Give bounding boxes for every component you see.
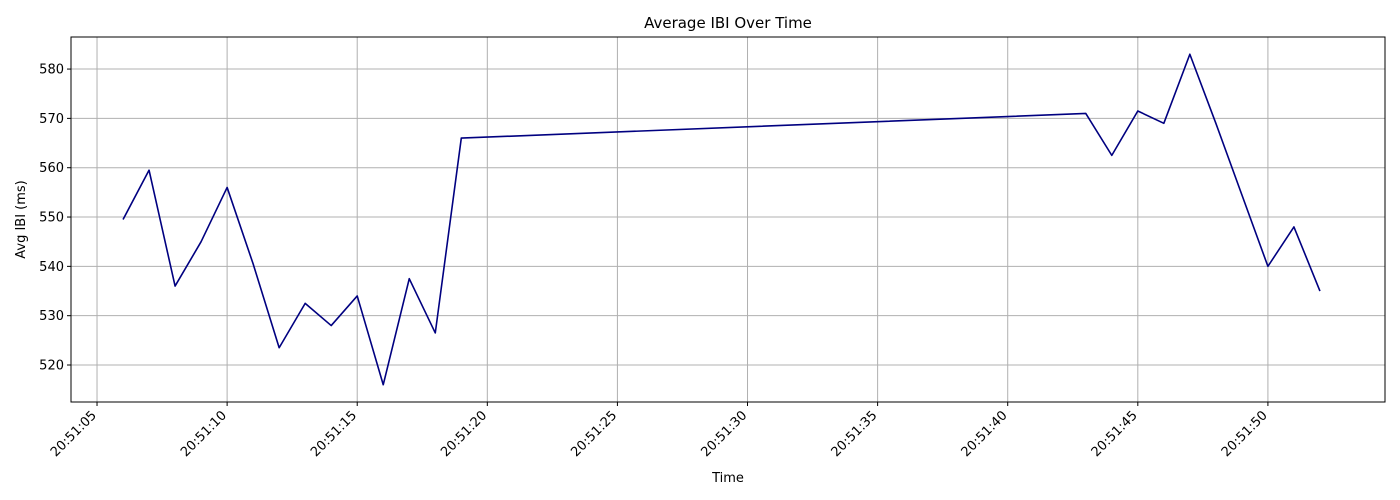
plot-frame bbox=[70, 36, 1386, 403]
y-tick-label: 570 bbox=[39, 112, 64, 127]
grid bbox=[71, 37, 1385, 402]
x-tick-label: 20:51:15 bbox=[308, 408, 360, 460]
y-axis: 520 530 540 550 560 570 580 bbox=[39, 63, 71, 374]
x-tick-label: 20:51:35 bbox=[829, 408, 881, 460]
y-tick-label: 530 bbox=[39, 309, 64, 324]
x-tick-label: 20:51:40 bbox=[959, 408, 1011, 460]
x-tick-label: 20:51:20 bbox=[438, 408, 490, 460]
x-axis: 20:51:05 20:51:10 20:51:15 20:51:20 20:51:25… bbox=[48, 402, 1271, 460]
y-axis-label: Avg IBI (ms) bbox=[14, 180, 29, 259]
y-tick-label: 550 bbox=[39, 211, 64, 226]
y-tick-label: 580 bbox=[39, 63, 64, 78]
chart-title: Average IBI Over Time bbox=[644, 14, 812, 32]
y-tick-label: 540 bbox=[39, 260, 64, 275]
y-tick-label: 520 bbox=[39, 359, 64, 374]
series-line bbox=[122, 53, 1321, 386]
y-tick-label: 560 bbox=[39, 161, 64, 176]
x-tick-label: 20:51:30 bbox=[698, 408, 750, 460]
x-tick-label: 20:51:50 bbox=[1219, 408, 1271, 460]
x-tick-label: 20:51:05 bbox=[48, 408, 100, 460]
series-line-layer bbox=[122, 53, 1321, 386]
x-tick-label: 20:51:25 bbox=[568, 408, 620, 460]
x-tick-label: 20:51:45 bbox=[1089, 408, 1141, 460]
x-axis-label: Time bbox=[711, 471, 744, 486]
x-tick-label: 20:51:10 bbox=[178, 408, 230, 460]
